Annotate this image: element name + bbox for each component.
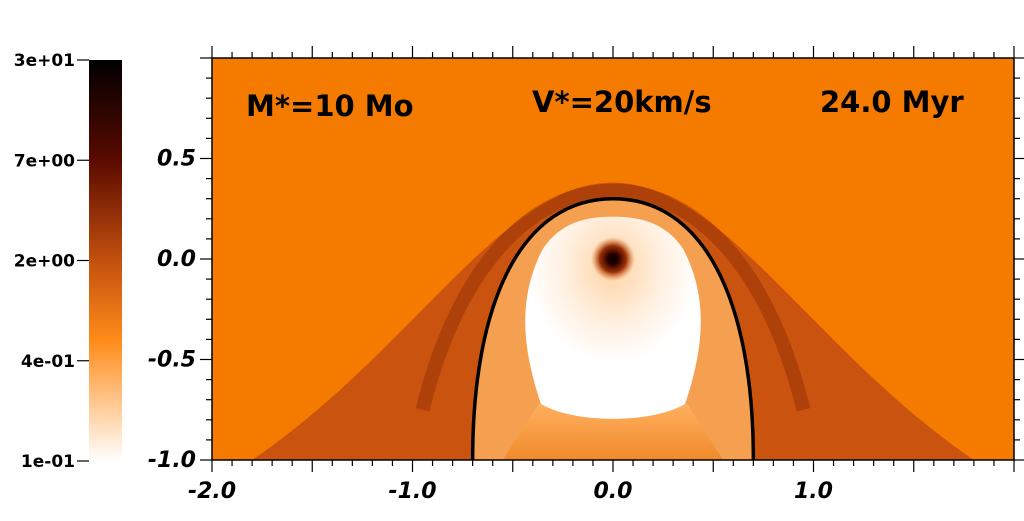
x-tick-label: -2.0 <box>188 479 236 504</box>
x-tick-label: 1.0 <box>794 479 833 504</box>
time-annotation: 24.0 Myr <box>820 85 964 119</box>
bubble-tail <box>502 403 724 460</box>
x-tick-label: -1.0 <box>388 479 436 504</box>
plot-area: -2.0 -1.0 0.0 1.0 0.5 0.0 -0.5 -1.0 <box>148 46 1024 504</box>
colorbar-tick-label: 3e+01 <box>14 51 75 71</box>
y-tick-label: 0.5 <box>157 147 196 172</box>
axis-ticks <box>200 46 1024 472</box>
colorbar-gradient <box>89 60 122 461</box>
velocity-annotation: V*=20km/s <box>532 85 712 119</box>
x-tick-label: 0.0 <box>594 479 633 504</box>
y-tick-label: -1.0 <box>148 448 196 473</box>
wind-bubble <box>525 216 701 419</box>
star-density-peak <box>590 236 636 282</box>
mass-annotation: M*=10 Mo <box>246 89 414 123</box>
y-tick-label: -0.5 <box>148 348 196 373</box>
colorbar-ticks: 3e+01 7e+00 2e+00 4e-01 1e-01 <box>14 51 89 472</box>
bow-shock-inner-edge <box>415 183 811 412</box>
axis-tick-labels: -2.0 -1.0 0.0 1.0 0.5 0.0 -0.5 -1.0 <box>148 147 833 505</box>
y-tick-label: 0.0 <box>157 247 196 272</box>
colorbar-tick-label: 4e-01 <box>21 352 75 372</box>
colorbar-tick-label: 7e+00 <box>14 151 75 171</box>
colorbar: 3e+01 7e+00 2e+00 4e-01 1e-01 <box>14 51 122 472</box>
density-field <box>212 58 1014 460</box>
colorbar-tick-label: 1e-01 <box>21 452 75 472</box>
contact-discontinuity-contour <box>470 196 756 460</box>
colorbar-tick-label: 2e+00 <box>14 252 75 272</box>
